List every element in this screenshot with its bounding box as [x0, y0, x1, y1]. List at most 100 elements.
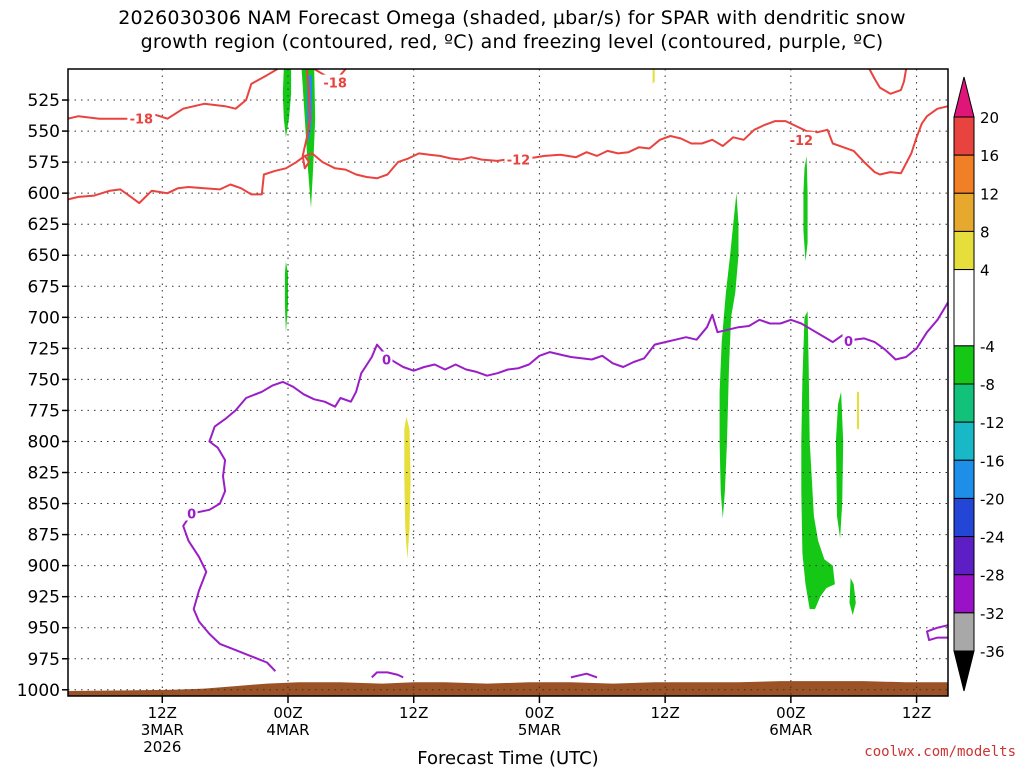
y-tick-label-14: 875: [28, 526, 60, 546]
colorbar-tick-label-0: 20: [980, 109, 999, 127]
chart-title-line-1: 2026030306 NAM Forecast Omega (shaded, µ…: [118, 7, 906, 29]
omega-region-5: [652, 69, 655, 84]
grid-lines: [68, 69, 948, 696]
colorbar-tick-label-13: -36: [980, 643, 1005, 661]
colorbar-bin-6: [953, 383, 975, 423]
freezing-contour-2: [570, 672, 598, 679]
x-tick-label-3-1: 5MAR: [518, 721, 561, 739]
x-tick-label-1-1: 4MAR: [266, 721, 309, 739]
y-tick-label-4: 625: [28, 215, 60, 235]
freezing-contours: [182, 301, 948, 679]
dendritic-label-0: -18: [130, 113, 154, 128]
x-axis-label: Forecast Time (UTC): [417, 748, 598, 768]
dendritic-label-1: -18: [323, 77, 347, 92]
colorbar-bin-12: [953, 612, 975, 652]
x-tick-label-5-1: 6MAR: [769, 721, 812, 739]
y-tick-label-11: 800: [28, 432, 60, 452]
y-tick-label-17: 950: [28, 619, 60, 639]
y-tick-label-8: 725: [28, 339, 60, 359]
y-tick-label-6: 675: [28, 277, 60, 297]
terrain-layer: [68, 681, 948, 696]
colorbar-bin-11: [953, 574, 975, 614]
freezing-contour-1: [371, 671, 404, 679]
y-tick-label-5: 650: [28, 246, 60, 266]
x-tick-label-1-0: 00Z: [273, 704, 302, 722]
omega-region-10: [849, 578, 856, 616]
x-tick-label-0-2: 2026: [143, 738, 181, 756]
colorbar-tick-label-8: -16: [980, 452, 1005, 470]
omega-region-7: [803, 155, 808, 262]
colorbar-tick-label-9: -20: [980, 490, 1005, 508]
x-tick-label-5-0: 00Z: [776, 704, 805, 722]
freezing-label-1: 0: [382, 354, 391, 369]
dendritic-label-bg-0: [127, 110, 156, 126]
omega-region-9: [835, 391, 844, 539]
chart-title-line-2: growth region (contoured, red, ºC) and f…: [140, 31, 884, 53]
omega-region-8: [801, 311, 835, 610]
dendritic-label-bg-3: [787, 131, 816, 147]
dendritic-contour-3: [301, 69, 311, 170]
x-tick-label-2-0: 12Z: [399, 704, 428, 722]
y-tick-label-2: 575: [28, 153, 60, 173]
colorbar-bin-3: [953, 230, 975, 271]
contour-labels: -18 -18 -12 -12 0 0 0: [127, 74, 855, 522]
y-tick-label-7: 700: [28, 308, 60, 328]
omega-region-0: [282, 69, 292, 138]
y-tick-label-19: 1000: [17, 681, 60, 701]
y-tick-label-9: 750: [28, 370, 60, 390]
freezing-label-0: 0: [187, 507, 196, 522]
colorbar-bottom-arrow: [953, 650, 975, 692]
chart-title: 2026030306 NAM Forecast Omega (shaded, µ…: [0, 6, 1024, 54]
freezing-label-bg-1: [380, 351, 393, 367]
colorbar-tick-label-12: -32: [980, 605, 1005, 623]
dendritic-label-bg-1: [321, 74, 350, 90]
colorbar-tick-label-2: 12: [980, 185, 999, 203]
y-tick-label-15: 900: [28, 557, 60, 577]
y-tick-label-13: 850: [28, 495, 60, 515]
colorbar-top-arrow: [953, 76, 975, 118]
colorbar-tick-label-6: -8: [980, 376, 995, 394]
colorbar-tick-label-5: -4: [980, 338, 995, 356]
colorbar-bin-1: [953, 154, 975, 194]
freezing-contour-3: [926, 624, 948, 642]
colorbar-tick-label-3: 8: [980, 223, 990, 241]
colorbar-tick-label-10: -24: [980, 529, 1005, 547]
freezing-contour-0: [182, 301, 948, 672]
y-tick-label-3: 600: [28, 184, 60, 204]
y-tick-label-10: 775: [28, 401, 60, 421]
y-axis: 525 550 575 600 625 650 675 700 725 750 775 800 825 8…: [17, 91, 68, 701]
source-credit: coolwx.com/modelts: [864, 744, 1016, 760]
y-tick-label-0: 525: [28, 91, 60, 111]
omega-region-11: [856, 391, 859, 430]
colorbar-bin-8: [953, 459, 975, 499]
colorbar-tick-label-7: -12: [980, 414, 1005, 432]
x-tick-label-3-0: 00Z: [525, 704, 554, 722]
omega-region-6: [719, 193, 739, 519]
colorbar-bin-0: [953, 116, 975, 156]
colorbar-bin-9: [953, 497, 975, 538]
freezing-label-2: 0: [844, 335, 853, 350]
dendritic-label-2: -12: [507, 154, 531, 169]
colorbar-bin-4: [953, 269, 975, 347]
colorbar-tick-label-4: 4: [980, 262, 990, 280]
x-tick-label-0-1: 3MAR: [141, 721, 184, 739]
x-tick-label-0-0: 12Z: [148, 704, 177, 722]
omega-region-4: [404, 416, 411, 560]
colorbar-bin-5: [953, 345, 975, 385]
dendritic-label-bg-2: [504, 151, 533, 167]
colorbar-tick-label-1: 16: [980, 147, 999, 165]
dendritic-label-3: -12: [790, 134, 814, 149]
colorbar-tick-label-11: -28: [980, 567, 1005, 585]
freezing-label-bg-0: [185, 505, 198, 521]
x-tick-label-6-0: 12Z: [902, 704, 931, 722]
freezing-label-bg-2: [842, 332, 855, 348]
colorbar-bin-7: [953, 421, 975, 461]
y-tick-label-12: 825: [28, 464, 60, 484]
terrain-fill: [68, 681, 948, 696]
x-tick-label-4-0: 12Z: [650, 704, 679, 722]
omega-region-3: [284, 261, 288, 333]
colorbar-bin-2: [953, 192, 975, 232]
dendritic-contours: [68, 69, 948, 205]
